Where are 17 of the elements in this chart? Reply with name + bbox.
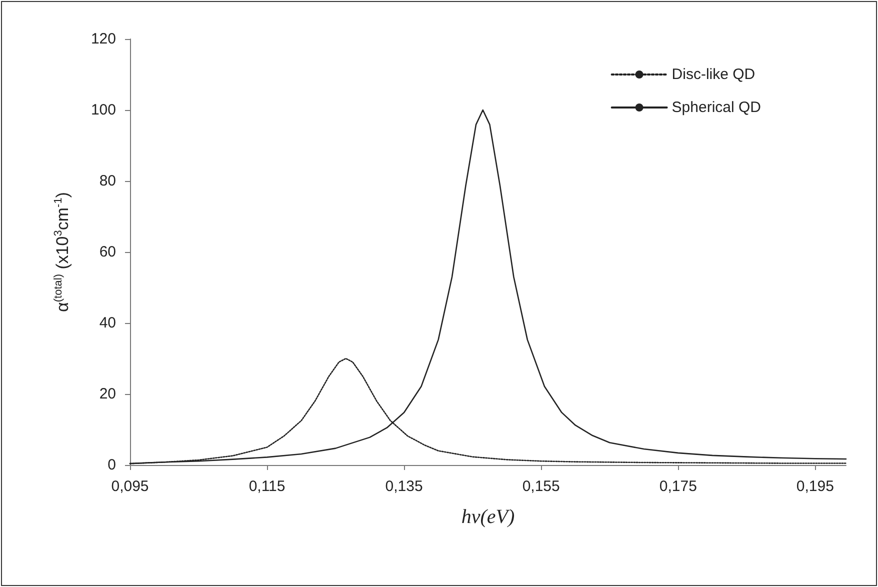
x-axis-title: hν(eV)	[461, 506, 515, 528]
x-tick-label: 0,175	[659, 478, 697, 495]
y-tick-label: 80	[99, 172, 116, 190]
x-tick-label: 0,195	[796, 478, 834, 495]
y-tick-label: 120	[90, 30, 116, 48]
legend-label: Spherical QD	[672, 99, 762, 116]
x-tick-label: 0,095	[111, 478, 149, 495]
y-tick-label: 100	[90, 102, 116, 118]
y-tick-label: 40	[99, 314, 116, 332]
x-tick-label: 0,155	[522, 478, 560, 495]
legend-label: Disc-like QD	[672, 66, 756, 83]
y-tick-label: 20	[99, 386, 116, 402]
y-tick-label: 0	[108, 456, 116, 474]
y-tick-label: 60	[99, 244, 116, 260]
x-tick-label: 0,135	[385, 478, 423, 495]
y-axis-title: α(total) (x103cm-1)	[52, 192, 72, 312]
x-tick-label: 0,115	[248, 478, 286, 495]
